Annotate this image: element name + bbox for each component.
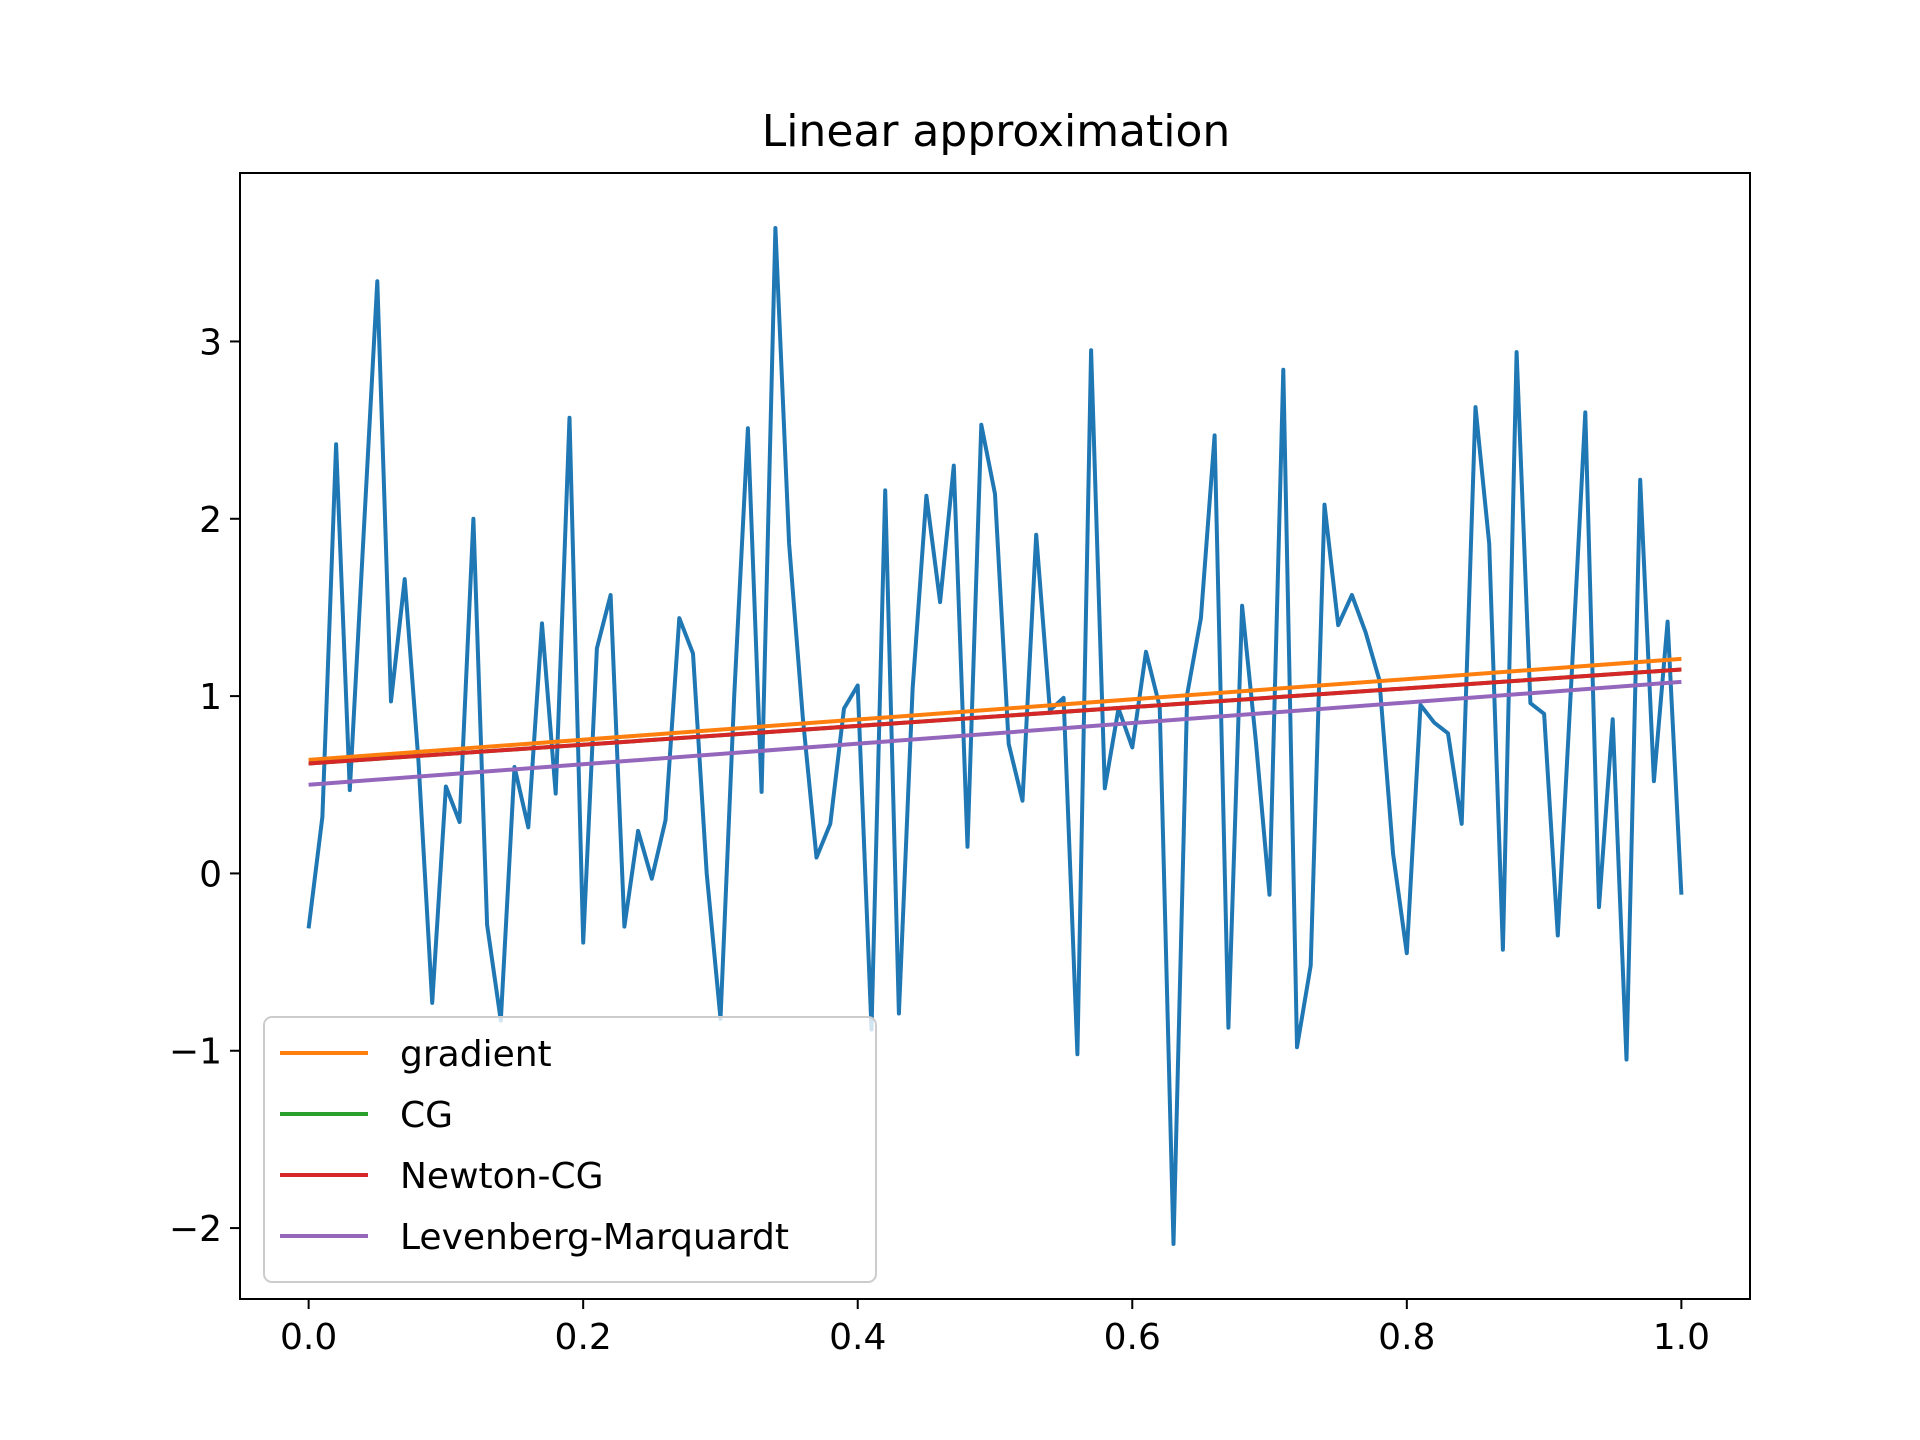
fit-line-levenberg-marquardt xyxy=(308,679,1682,787)
y-tick-label: 1 xyxy=(199,677,222,718)
plot-area xyxy=(239,172,1751,1300)
data-series-line xyxy=(306,226,1684,1246)
legend-box xyxy=(263,1016,877,1283)
data-layer xyxy=(306,226,1684,1246)
x-tick-label: 1.0 xyxy=(1653,1317,1710,1358)
x-tick-label: 0.0 xyxy=(280,1317,337,1358)
legend-label-gradient: gradient xyxy=(400,1034,552,1075)
x-axis: 0.0 0.2 0.4 0.6 0.8 1.0 xyxy=(280,1299,1710,1358)
y-tick-label: −2 xyxy=(169,1209,222,1250)
fit-line-newton-cg xyxy=(308,667,1682,766)
chart-title: Linear approximation xyxy=(762,106,1231,157)
x-tick-label: 0.4 xyxy=(829,1317,886,1358)
axes-frame xyxy=(239,172,1751,1300)
x-tick-label: 0.6 xyxy=(1104,1317,1161,1358)
legend-label-cg: CG xyxy=(400,1095,453,1136)
legend-label-levenberg-marquardt: Levenberg-Marquardt xyxy=(400,1217,789,1258)
x-tick-label: 0.2 xyxy=(555,1317,612,1358)
fit-line-gradient xyxy=(308,656,1682,762)
y-tick-label: 0 xyxy=(199,854,222,895)
legend-label-newton-cg: Newton-CG xyxy=(400,1156,604,1197)
y-tick-label: −1 xyxy=(169,1032,222,1073)
y-tick-label: 2 xyxy=(199,500,222,541)
legend: gradient CG Newton-CG Levenberg-Marquardt xyxy=(263,1016,877,1283)
y-axis: −2 −1 0 1 2 3 xyxy=(169,322,240,1250)
x-tick-label: 0.8 xyxy=(1378,1317,1435,1358)
y-tick-label: 3 xyxy=(199,322,222,363)
